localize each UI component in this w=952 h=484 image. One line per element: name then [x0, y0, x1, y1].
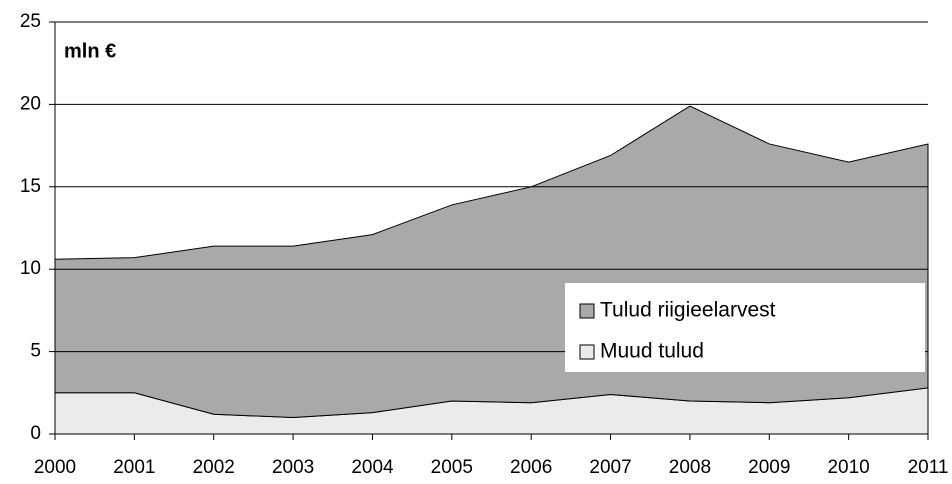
- legend-label: Muud tulud: [600, 340, 704, 363]
- y-tick-label: 10: [20, 258, 41, 279]
- legend-swatch: [579, 344, 595, 360]
- x-tick-label: 2010: [827, 457, 869, 478]
- unit-annotation: mln €: [64, 40, 116, 62]
- x-tick-label: 2004: [351, 457, 394, 478]
- x-tick-label: 2008: [669, 457, 711, 478]
- x-tick-label: 2000: [34, 457, 76, 478]
- legend-box: [565, 283, 925, 372]
- x-tick-label: 2011: [908, 457, 949, 478]
- x-tick-label: 2006: [510, 457, 552, 478]
- areas: [54, 105, 929, 435]
- x-tick-label: 2002: [193, 457, 235, 478]
- y-tick-label: 0: [30, 423, 41, 444]
- y-tick-label: 5: [30, 341, 41, 362]
- y-tick-label: 25: [20, 11, 41, 32]
- x-tick-label: 2003: [272, 457, 314, 478]
- x-tick-label: 2005: [431, 457, 473, 478]
- x-tick-label: 2009: [748, 457, 790, 478]
- legend-swatch: [579, 303, 595, 319]
- y-tick-label: 15: [20, 176, 41, 197]
- y-tick-label: 20: [20, 93, 41, 114]
- x-tick-label: 2007: [589, 457, 631, 478]
- legend-label: Tulud riigieelarvest: [600, 299, 776, 322]
- x-tick-label: 2001: [113, 457, 155, 478]
